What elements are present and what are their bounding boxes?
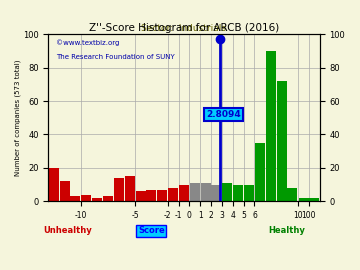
Bar — [136, 191, 145, 201]
Bar — [125, 176, 135, 201]
Bar — [147, 190, 156, 201]
Text: ©www.textbiz.org: ©www.textbiz.org — [57, 39, 120, 46]
Bar — [255, 143, 265, 201]
Bar — [179, 185, 189, 201]
Bar — [233, 185, 243, 201]
Bar — [157, 190, 167, 201]
Bar — [222, 183, 232, 201]
Bar — [49, 168, 59, 201]
Bar — [287, 188, 297, 201]
Bar — [266, 51, 276, 201]
Text: Healthy: Healthy — [269, 226, 305, 235]
Bar — [168, 188, 178, 201]
Bar — [276, 81, 287, 201]
Bar — [201, 183, 211, 201]
Y-axis label: Number of companies (573 total): Number of companies (573 total) — [15, 59, 22, 176]
Bar — [103, 196, 113, 201]
Text: Score: Score — [138, 226, 165, 235]
Text: Unhealthy: Unhealthy — [43, 226, 92, 235]
Bar — [299, 198, 319, 201]
Bar — [211, 185, 221, 201]
Text: 2.8094: 2.8094 — [206, 110, 241, 119]
Title: Z''-Score Histogram for ARCB (2016): Z''-Score Histogram for ARCB (2016) — [89, 23, 279, 33]
Bar — [71, 196, 81, 201]
Bar — [244, 185, 254, 201]
Bar — [81, 195, 91, 201]
Bar — [114, 178, 124, 201]
Bar — [190, 183, 200, 201]
Text: The Research Foundation of SUNY: The Research Foundation of SUNY — [57, 54, 175, 60]
Bar — [92, 198, 102, 201]
Text: Sector:  Industrials: Sector: Industrials — [141, 23, 226, 32]
Bar — [60, 181, 69, 201]
